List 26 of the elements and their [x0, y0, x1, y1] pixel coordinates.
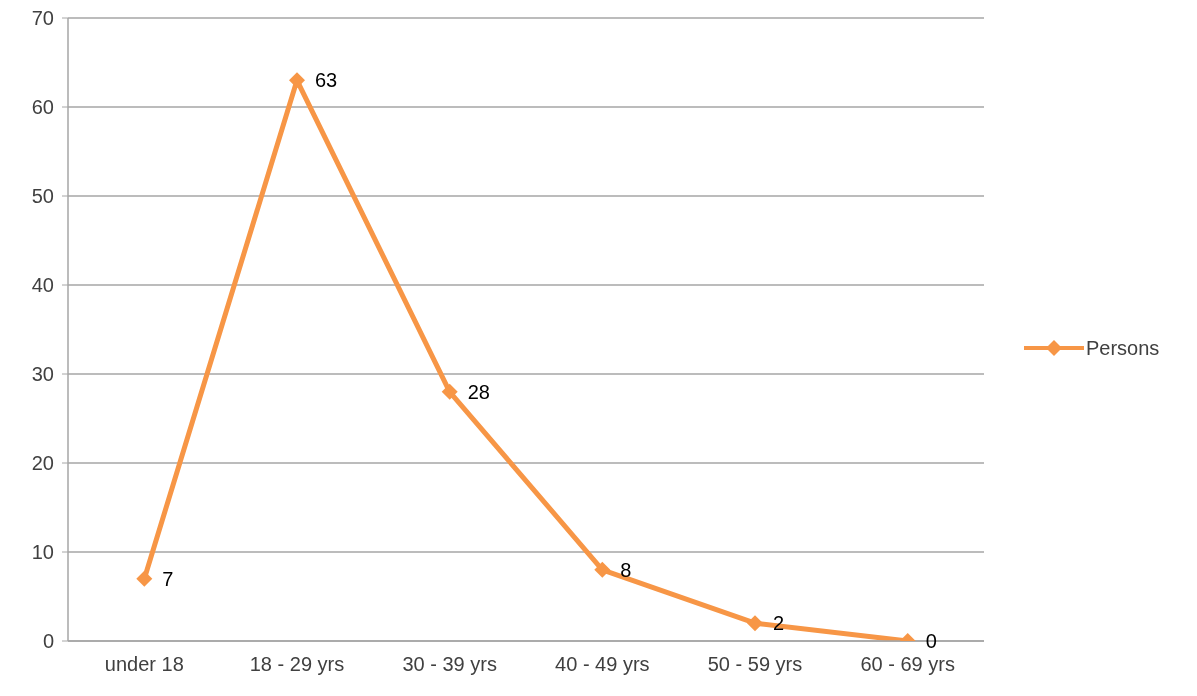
- point: [594, 561, 611, 578]
- y-tick-label: 10: [31, 541, 54, 564]
- y-tick-label: 40: [31, 274, 54, 297]
- x-tick-label: 50 - 59 yrs: [707, 653, 803, 676]
- data-label: 7: [162, 567, 174, 590]
- data-label: 0: [925, 630, 937, 653]
- point: [289, 72, 305, 89]
- y-tick-label: 60: [31, 96, 54, 119]
- x-tick-label: 18 - 29 yrs: [249, 653, 345, 676]
- y-tick-label: 0: [42, 630, 54, 653]
- legend-label: Persons: [1086, 336, 1160, 360]
- point: [747, 615, 763, 632]
- point: [136, 570, 153, 587]
- x-tick-label: 60 - 69 yrs: [860, 653, 955, 676]
- y-tick-label: 70: [31, 7, 54, 30]
- x-tick-label: 30 - 39 yrs: [402, 653, 497, 676]
- data-label: 2: [773, 612, 785, 635]
- x-tick-label: 40 - 49 yrs: [555, 653, 650, 676]
- data-label: 28: [467, 380, 490, 403]
- x-tick-label: under 18: [104, 653, 184, 676]
- y-tick-label: 50: [31, 185, 54, 208]
- y-tick-label: 30: [31, 363, 54, 386]
- y-tick-label: 20: [31, 452, 54, 475]
- data-label: 63: [315, 69, 338, 92]
- point: [441, 383, 458, 400]
- data-label: 8: [620, 558, 632, 581]
